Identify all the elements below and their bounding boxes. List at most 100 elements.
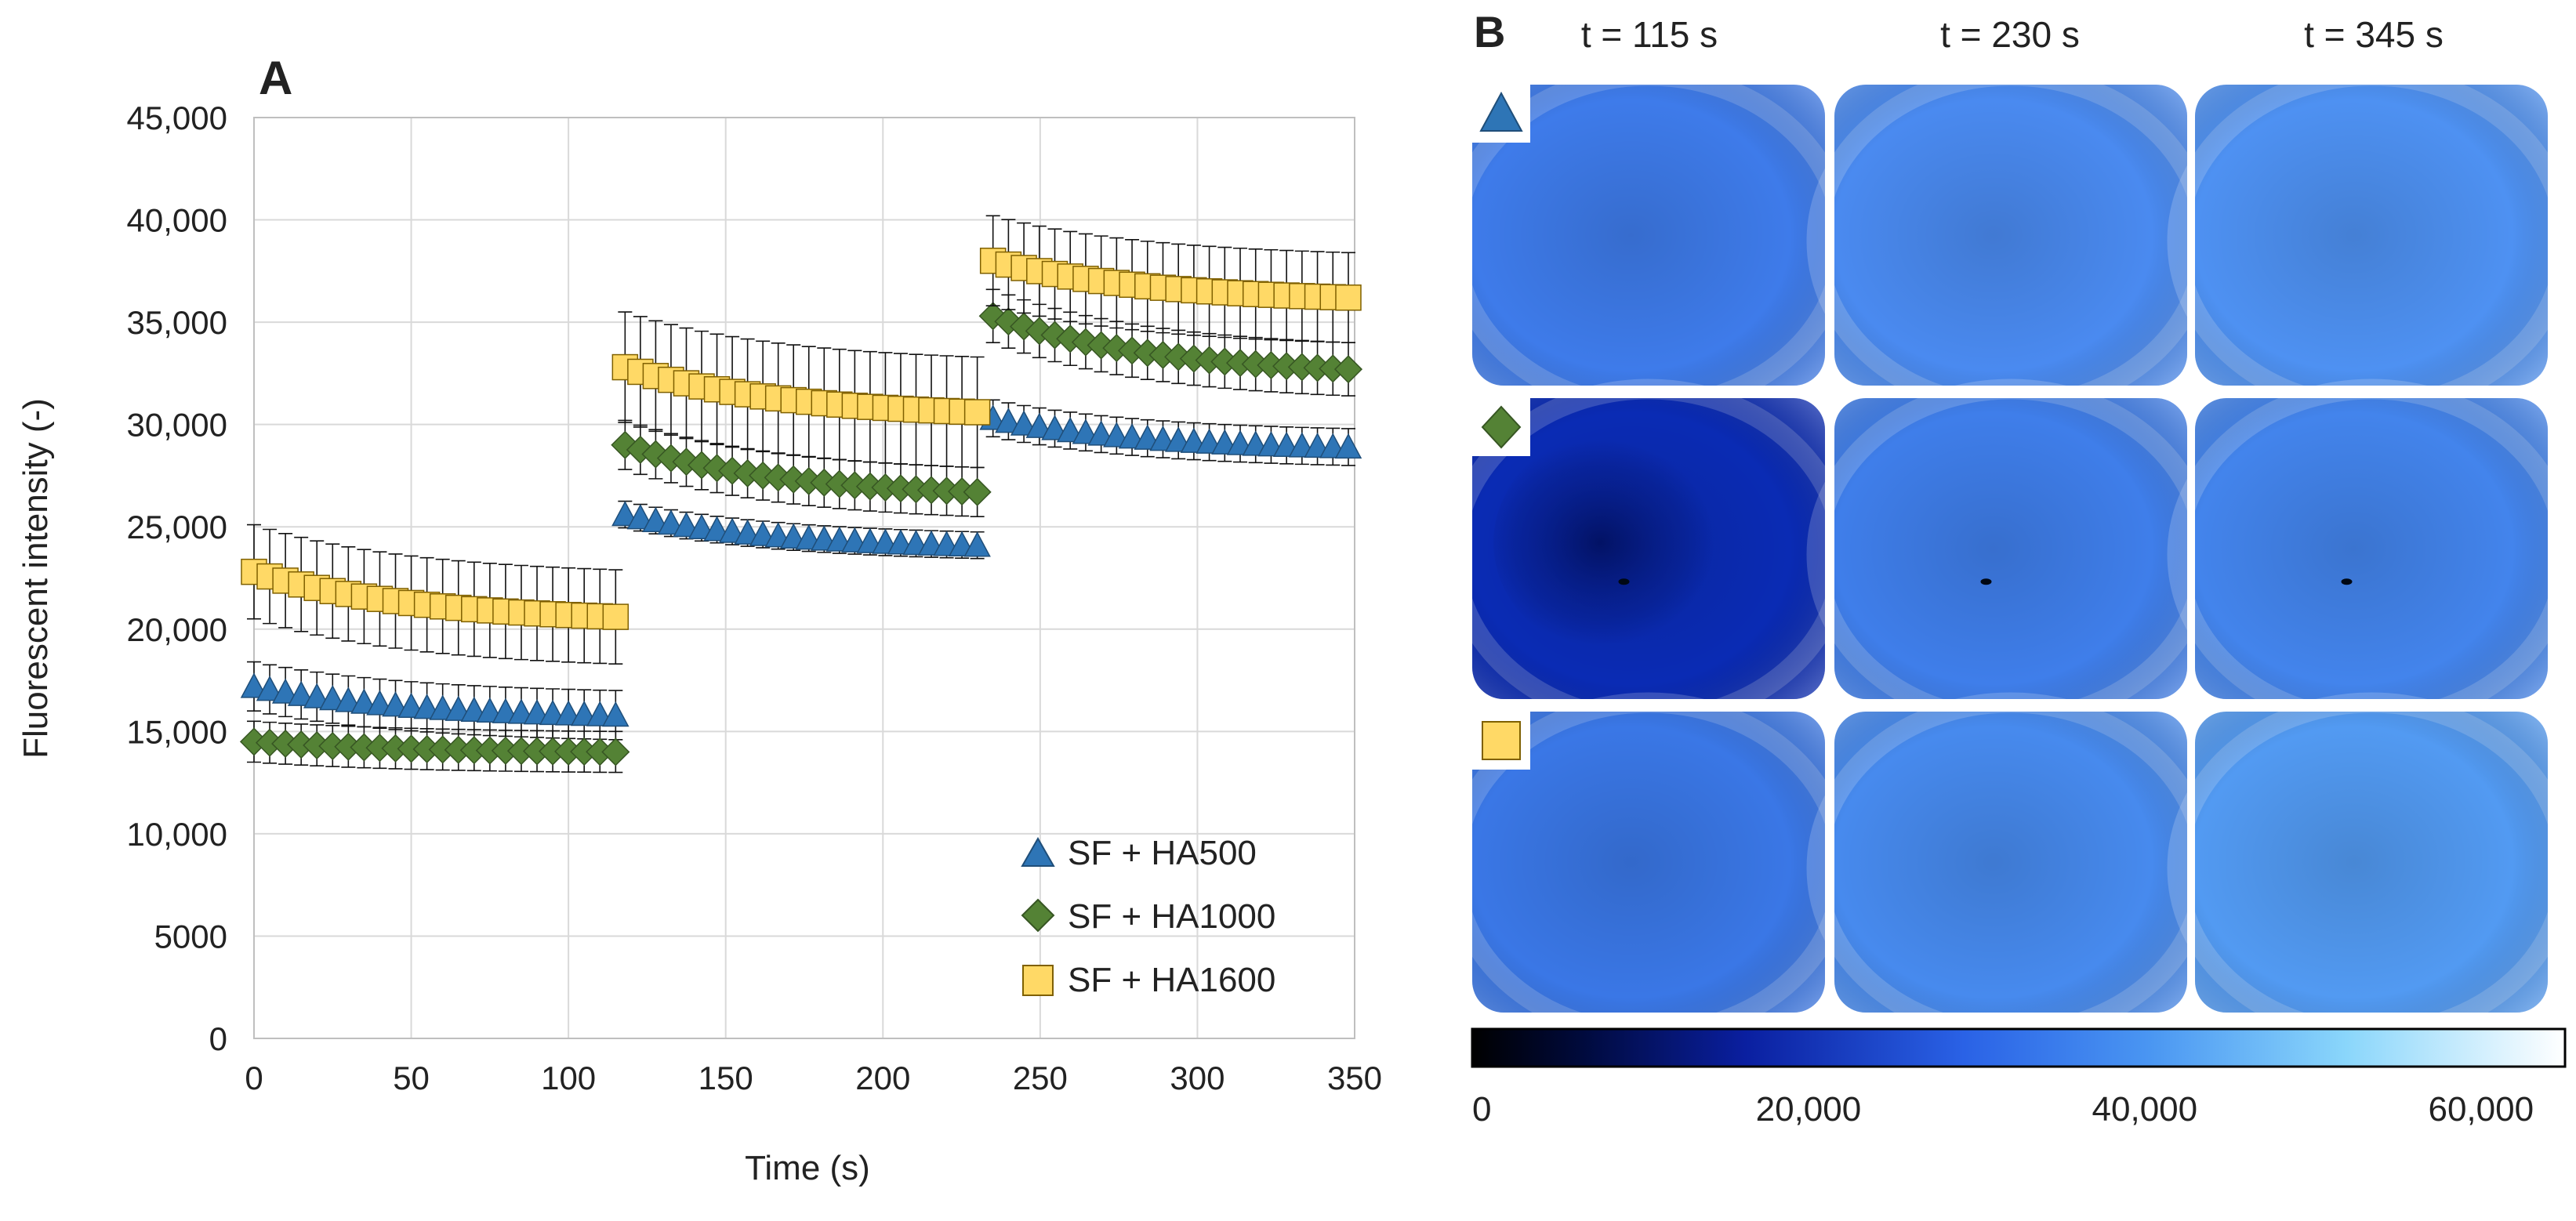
image-grid: [1444, 65, 2576, 1044]
tile-shade: [2195, 85, 2548, 386]
series-triangle: [240, 399, 1362, 741]
x-tick-label: 250: [1013, 1060, 1068, 1096]
column-title-1: t = 115 s: [1581, 14, 1718, 55]
triangle-point: [642, 506, 669, 532]
x-tick-label: 0: [245, 1060, 263, 1096]
triangle-point: [319, 684, 346, 711]
y-tick-label: 30,000: [127, 407, 227, 444]
series-diamond: [239, 288, 1363, 774]
triangle-icon: [1479, 91, 1523, 132]
column-title-2: t = 230 s: [1940, 14, 2080, 55]
y-tick-label: 40,000: [127, 202, 227, 239]
diamond-marker-icon: [1021, 898, 1055, 933]
diamond-point: [1040, 321, 1069, 350]
y-tick-labels: 0 5000 10,000 15,000 20,000 25,000 30,000 35,00…: [127, 100, 227, 1057]
triangle-point: [287, 680, 315, 706]
diamond-point: [626, 435, 655, 464]
square-point: [963, 399, 991, 426]
diamond-icon: [1481, 405, 1522, 449]
triangle-point: [335, 687, 362, 712]
y-tick-label: 35,000: [127, 304, 227, 341]
series-square: [241, 215, 1362, 665]
colorbar-tick-label: 40,000: [2092, 1090, 2198, 1129]
triangle-point: [271, 678, 299, 704]
tile-shade: [1472, 712, 1825, 1013]
image-tile: [2167, 65, 2576, 417]
image-tile: [1806, 692, 2215, 1044]
tile-dark-zone: [1493, 428, 1747, 658]
x-axis-title: Time (s): [745, 1149, 870, 1187]
image-tile: [1806, 65, 2215, 417]
triangle-point: [256, 676, 284, 701]
triangle-point: [657, 509, 685, 535]
diamond-point: [978, 302, 1007, 331]
triangle-point: [688, 513, 716, 540]
image-tile: [1444, 379, 1853, 730]
colorbar-tick-labels: 0 20,000 40,000 60,000: [1472, 1090, 2534, 1129]
colorbar-tick-label: 20,000: [1756, 1090, 1862, 1129]
row-marker-diamond: [1472, 398, 1530, 456]
triangle-point: [1334, 433, 1362, 459]
tile-shade: [1472, 85, 1825, 386]
image-tile: [2167, 692, 2576, 1044]
triangle-marker-icon: [1021, 836, 1055, 867]
triangle-point: [303, 683, 331, 708]
triangle-point: [382, 691, 409, 717]
x-tick-label: 300: [1170, 1060, 1225, 1096]
triangle-point: [1010, 410, 1038, 436]
legend: SF + HA500 SF + HA1000 SF + HA1600: [1021, 834, 1275, 999]
legend-item-ha1600: SF + HA1600: [1022, 961, 1275, 999]
legend-label-ha1600: SF + HA1600: [1068, 961, 1275, 999]
tile-speck: [2341, 578, 2353, 585]
tile-shade: [1834, 85, 2187, 386]
tile-speck: [1980, 578, 1992, 585]
square-icon: [1482, 721, 1521, 760]
y-tick-label: 10,000: [127, 816, 227, 853]
y-axis-title: Fluorescent intensity (-): [16, 398, 55, 759]
x-tick-label: 50: [393, 1060, 430, 1096]
square-point: [602, 603, 629, 630]
image-tile: [1806, 379, 2215, 730]
data-marks: [239, 215, 1363, 774]
column-title-3: t = 345 s: [2304, 14, 2444, 55]
tile-speck: [1618, 578, 1630, 585]
triangle-point: [240, 672, 268, 698]
diamond-point: [1056, 324, 1085, 353]
triangle-point: [366, 690, 394, 716]
triangle-point: [350, 688, 378, 714]
tile-shade: [2195, 712, 2548, 1013]
x-tick-label: 150: [698, 1060, 753, 1096]
y-tick-label: 25,000: [127, 509, 227, 545]
y-tick-label: 45,000: [127, 100, 227, 136]
row-marker-triangle: [1472, 85, 1530, 143]
colorbar-tick-label: 60,000: [2428, 1090, 2534, 1129]
tile-shade: [1834, 712, 2187, 1013]
square-point: [1335, 284, 1362, 311]
legend-item-ha1000: SF + HA1000: [1021, 897, 1275, 936]
y-tick-label: 20,000: [127, 611, 227, 648]
diamond-point: [641, 440, 670, 469]
triangle-point: [611, 500, 639, 527]
y-tick-label: 0: [209, 1020, 227, 1057]
image-tile: [1444, 692, 1853, 1044]
colorbar-tick-label: 0: [1472, 1090, 1491, 1129]
row-marker-square: [1472, 712, 1530, 770]
x-tick-label: 200: [855, 1060, 910, 1096]
colorbar: [1471, 1027, 2567, 1068]
diamond-point: [963, 477, 992, 506]
panel-a-label: A: [259, 52, 292, 104]
y-tick-label: 15,000: [127, 713, 227, 750]
triangle-point: [1056, 416, 1084, 443]
image-tile: [2167, 379, 2576, 730]
x-tick-label: 350: [1327, 1060, 1382, 1096]
diamond-point: [611, 430, 640, 459]
triangle-point: [673, 511, 700, 538]
triangle-point: [963, 531, 991, 557]
legend-item-ha500: SF + HA500: [1021, 834, 1257, 872]
diamond-point: [601, 737, 630, 766]
triangle-point: [995, 407, 1022, 433]
tile-shade: [2195, 398, 2548, 699]
x-tick-label: 100: [541, 1060, 596, 1096]
image-tile: [1444, 65, 1853, 417]
